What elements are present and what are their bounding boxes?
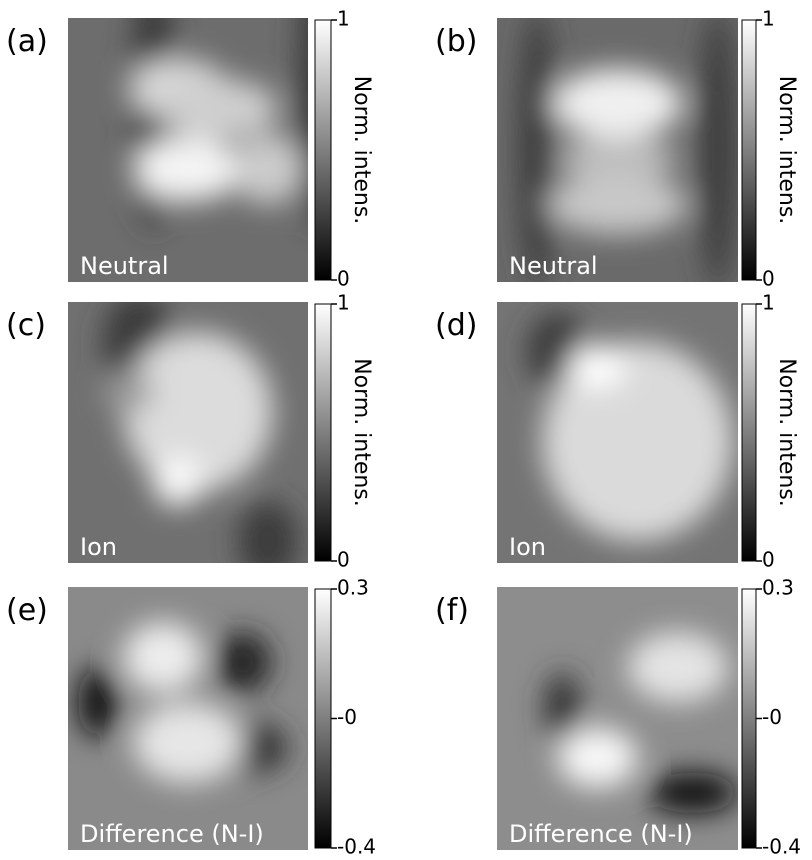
- panel-caption: Ion: [80, 533, 117, 561]
- image: [497, 587, 738, 850]
- panel-caption: Neutral: [509, 252, 598, 280]
- colorbar-tick-label: 0.3: [337, 576, 369, 600]
- panel: (c) Ion 1 0 Norm. intens.: [6, 291, 374, 581]
- bright-region: [123, 622, 203, 692]
- colorbar-tick-label: 0: [337, 548, 350, 572]
- panel-caption: Neutral: [80, 252, 169, 280]
- panel: (b) Neutral 1 0 Norm. intens.: [435, 7, 799, 291]
- colorbar-tick-label: 1: [762, 7, 775, 31]
- bright-region: [103, 372, 153, 412]
- colorbar-tick-label: 0.3: [762, 576, 794, 600]
- panel-caption: Ion: [509, 533, 546, 561]
- colorbar-tick-label: -0: [337, 705, 357, 729]
- colorbar: [315, 589, 331, 848]
- image: [68, 0, 338, 282]
- colorbar-tick-label: 1: [337, 7, 350, 31]
- bright-region: [153, 456, 203, 506]
- colorbar-title: Norm. intens.: [349, 76, 374, 225]
- bright-region: [158, 78, 278, 138]
- image: [497, 302, 738, 563]
- panel-label: (c): [6, 308, 46, 343]
- colorbar: [742, 304, 756, 561]
- bright-region: [557, 728, 637, 788]
- panel-caption: Difference (N-I): [509, 820, 693, 848]
- panel: (d) Ion 1 0 Norm. intens.: [435, 291, 799, 572]
- figure: (a)Neutral10Norm. intens.(b)Neutral10Nor…: [0, 0, 812, 860]
- colorbar: [315, 20, 331, 280]
- bright-region: [552, 68, 683, 139]
- panel-label: (b): [435, 24, 477, 59]
- colorbar-tick-label: 1: [337, 291, 350, 315]
- colorbar-tick-label: 0: [337, 267, 350, 291]
- dark-region: [78, 667, 118, 737]
- colorbar-title: Norm. intens.: [774, 76, 799, 225]
- bright-region: [547, 174, 688, 234]
- bright-region: [569, 345, 625, 389]
- colorbar: [742, 20, 756, 280]
- panel: (f) Difference (N-I) 0.3 -0 -0.4: [435, 576, 801, 859]
- colorbar-title: Norm. intens.: [774, 358, 799, 507]
- panel: (a) Neutral 1 0 Norm. intens.: [6, 0, 374, 290]
- bright-region: [233, 134, 303, 205]
- dark-region: [648, 773, 738, 813]
- colorbar-tick-label: -0.4: [337, 835, 376, 859]
- colorbar-tick-label: 1: [762, 291, 775, 315]
- colorbar: [742, 589, 756, 848]
- panel-label: (a): [6, 24, 48, 59]
- bright-region: [133, 702, 243, 782]
- dark-region: [700, 8, 736, 290]
- dark-region: [238, 501, 298, 581]
- panel-label: (f): [435, 593, 469, 628]
- panel-label: (d): [435, 308, 477, 343]
- colorbar-tick-label: 0: [762, 548, 775, 572]
- colorbar-tick-label: -0.4: [762, 835, 801, 859]
- dark-region: [544, 672, 580, 742]
- dark-region: [519, 8, 555, 290]
- bright-region: [133, 137, 243, 201]
- dark-region: [215, 632, 271, 692]
- panel-caption: Difference (N-I): [80, 820, 264, 848]
- bright-region: [628, 632, 728, 702]
- colorbar-tick-label: -0: [762, 705, 782, 729]
- panel: (e) Difference (N-I) 0.3 -0 -0.4: [6, 576, 376, 859]
- colorbar-title: Norm. intens.: [349, 358, 374, 507]
- colorbar-tick-label: 0: [762, 267, 775, 291]
- image: [68, 587, 308, 850]
- colorbar: [315, 304, 331, 561]
- image: [497, 8, 738, 290]
- panel-label: (e): [6, 593, 48, 628]
